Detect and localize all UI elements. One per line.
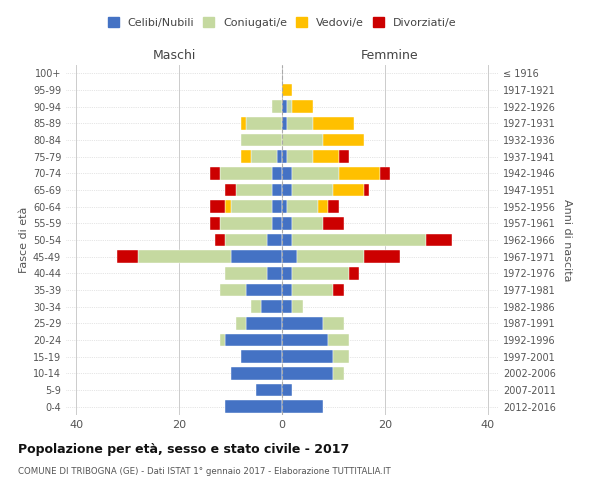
Bar — [226, 200, 230, 213]
Bar — [292, 300, 302, 313]
Bar — [226, 234, 266, 246]
Bar — [313, 117, 354, 130]
Bar — [246, 284, 282, 296]
Bar — [380, 167, 390, 179]
Bar — [323, 217, 344, 230]
Bar — [282, 134, 323, 146]
Bar — [226, 267, 266, 280]
Bar — [349, 267, 359, 280]
Bar — [323, 134, 364, 146]
Bar — [282, 217, 292, 230]
Bar — [292, 267, 349, 280]
Bar — [282, 234, 292, 246]
Legend: Celibi/Nubili, Coniugati/e, Vedovi/e, Divorziati/e: Celibi/Nubili, Coniugati/e, Vedovi/e, Di… — [103, 13, 461, 32]
Bar — [282, 400, 323, 413]
Bar — [262, 300, 282, 313]
Bar — [282, 334, 328, 346]
Bar — [272, 217, 282, 230]
Bar — [277, 150, 282, 163]
Bar — [210, 217, 220, 230]
Bar — [236, 184, 272, 196]
Bar — [256, 384, 282, 396]
Bar — [241, 134, 282, 146]
Bar — [220, 167, 272, 179]
Bar — [338, 150, 349, 163]
Bar — [287, 150, 313, 163]
Bar — [292, 167, 338, 179]
Text: COMUNE DI TRIBOGNA (GE) - Dati ISTAT 1° gennaio 2017 - Elaborazione TUTTITALIA.I: COMUNE DI TRIBOGNA (GE) - Dati ISTAT 1° … — [18, 468, 391, 476]
Bar — [236, 317, 246, 330]
Bar — [230, 250, 282, 263]
Bar — [334, 184, 364, 196]
Bar — [282, 367, 334, 380]
Bar — [282, 300, 292, 313]
Bar — [272, 167, 282, 179]
Bar — [282, 200, 287, 213]
Bar — [246, 117, 282, 130]
Bar — [210, 167, 220, 179]
Bar — [328, 200, 338, 213]
Bar — [334, 284, 344, 296]
Bar — [215, 234, 226, 246]
Bar — [230, 367, 282, 380]
Bar — [318, 200, 328, 213]
Bar — [251, 300, 262, 313]
Bar — [226, 184, 236, 196]
Bar — [226, 400, 282, 413]
Bar — [298, 250, 364, 263]
Bar — [287, 117, 313, 130]
Bar — [282, 100, 287, 113]
Bar — [282, 117, 287, 130]
Bar — [338, 167, 380, 179]
Bar — [282, 284, 292, 296]
Bar — [292, 217, 323, 230]
Y-axis label: Anni di nascita: Anni di nascita — [562, 198, 572, 281]
Bar — [282, 184, 292, 196]
Bar — [323, 317, 344, 330]
Bar — [272, 184, 282, 196]
Bar — [282, 250, 298, 263]
Bar — [364, 250, 400, 263]
Bar — [282, 384, 292, 396]
Text: Maschi: Maschi — [152, 48, 196, 62]
Bar — [282, 267, 292, 280]
Bar — [266, 267, 282, 280]
Bar — [292, 100, 313, 113]
Y-axis label: Fasce di età: Fasce di età — [19, 207, 29, 273]
Bar — [220, 217, 272, 230]
Bar — [328, 334, 349, 346]
Bar — [313, 150, 338, 163]
Bar — [226, 334, 282, 346]
Bar — [282, 150, 287, 163]
Bar — [287, 200, 318, 213]
Bar — [282, 84, 292, 96]
Bar — [292, 184, 334, 196]
Bar — [292, 234, 426, 246]
Bar — [251, 150, 277, 163]
Bar — [266, 234, 282, 246]
Bar — [334, 367, 344, 380]
Bar — [241, 150, 251, 163]
Bar — [282, 167, 292, 179]
Bar — [230, 200, 272, 213]
Text: Femmine: Femmine — [361, 48, 419, 62]
Bar — [220, 334, 226, 346]
Bar — [282, 350, 334, 363]
Bar — [138, 250, 230, 263]
Bar — [246, 317, 282, 330]
Bar — [272, 200, 282, 213]
Bar — [364, 184, 370, 196]
Bar — [220, 284, 246, 296]
Bar — [287, 100, 292, 113]
Bar — [241, 350, 282, 363]
Bar — [272, 100, 282, 113]
Bar — [282, 317, 323, 330]
Bar — [292, 284, 334, 296]
Text: Popolazione per età, sesso e stato civile - 2017: Popolazione per età, sesso e stato civil… — [18, 442, 349, 456]
Bar — [118, 250, 138, 263]
Bar — [334, 350, 349, 363]
Bar — [426, 234, 452, 246]
Bar — [210, 200, 226, 213]
Bar — [241, 117, 246, 130]
